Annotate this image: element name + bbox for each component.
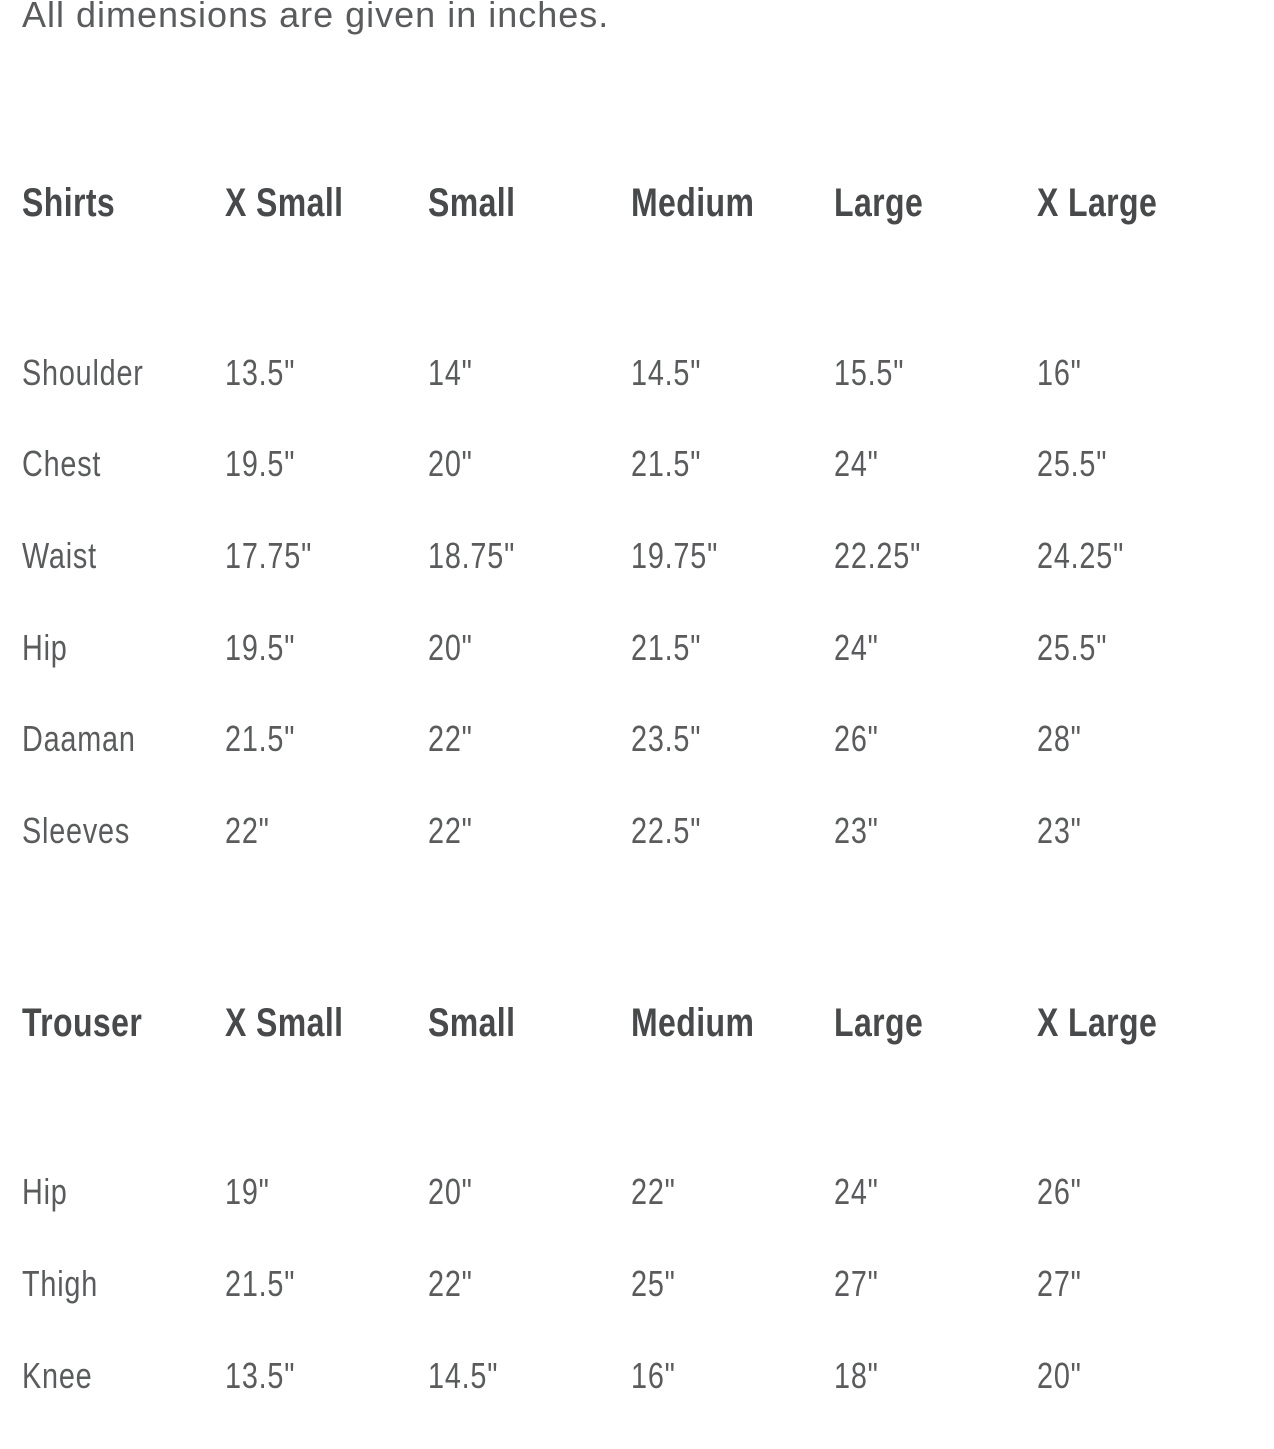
size-value: 26" (834, 718, 879, 760)
row-label: Daaman (22, 718, 136, 760)
size-value: 22" (225, 809, 270, 851)
size-value: 17.75" (225, 534, 313, 576)
size-value: 20" (428, 1171, 473, 1213)
row-label: Thigh (22, 1262, 99, 1304)
size-value: 25.5" (1037, 626, 1108, 668)
size-value: 22" (428, 809, 473, 851)
trouser-header-row: Trouser X Small Small Medium Large X Lar… (22, 1001, 1240, 1045)
size-value: 15.5" (834, 351, 905, 393)
table-row: Hip 19.5" 20" 21.5" 24" 25.5" (22, 602, 1240, 694)
size-value: 23.5" (631, 718, 702, 760)
size-value: 19.5" (225, 626, 296, 668)
size-value: 19.75" (631, 534, 719, 576)
table-row: Shoulder 13.5" 14" 14.5" 15.5" 16" (22, 327, 1240, 419)
row-label: Knee (22, 1354, 93, 1396)
table-row: Daaman 21.5" 22" 23.5" 26" 28" (22, 693, 1240, 785)
size-value: 26" (1037, 1171, 1082, 1213)
size-value: 16" (631, 1354, 676, 1396)
size-value: 13.5" (225, 351, 296, 393)
size-value: 23" (1037, 809, 1082, 851)
size-value: 27" (1037, 1262, 1082, 1304)
size-value: 19.5" (225, 443, 296, 485)
table-row: Thigh 21.5" 22" 25" 27" 27" (22, 1238, 1240, 1330)
table-row: Chest 19.5" 20" 21.5" 24" 25.5" (22, 419, 1240, 511)
table-row: Waist 17.75" 18.75" 19.75" 22.25" 24.25" (22, 510, 1240, 602)
size-value: 22.25" (834, 534, 922, 576)
size-value: 24.25" (1037, 534, 1125, 576)
size-value: 21.5" (631, 443, 702, 485)
row-label: Chest (22, 443, 102, 485)
row-label: Shoulder (22, 351, 144, 393)
column-header-medium: Medium (631, 181, 755, 225)
size-value: 20" (1037, 1354, 1082, 1396)
size-value: 22.5" (631, 809, 702, 851)
size-value: 22" (428, 1262, 473, 1304)
table-title: Shirts (22, 181, 116, 225)
size-value: 14.5" (631, 351, 702, 393)
size-value: 14" (428, 351, 473, 393)
size-value: 24" (834, 1171, 879, 1213)
size-value: 20" (428, 443, 473, 485)
size-value: 23" (834, 809, 879, 851)
size-value: 22" (428, 718, 473, 760)
row-label: Sleeves (22, 809, 131, 851)
size-value: 25.5" (1037, 443, 1108, 485)
size-value: 24" (834, 626, 879, 668)
column-header-x-large: X Large (1037, 1000, 1158, 1045)
dimensions-note: All dimensions are given in inches. (22, 0, 610, 35)
shirts-size-table: Shirts X Small Small Medium Large X Larg… (22, 181, 1240, 877)
column-header-small: Small (428, 1000, 516, 1045)
column-header-x-small: X Small (225, 1000, 344, 1045)
column-header-large: Large (834, 1000, 924, 1045)
size-value: 14.5" (428, 1354, 499, 1396)
column-header-x-small: X Small (225, 181, 344, 225)
table-row: Knee 13.5" 14.5" 16" 18" 20" (22, 1330, 1240, 1422)
trouser-size-table: Trouser X Small Small Medium Large X Lar… (22, 1001, 1240, 1422)
column-header-x-large: X Large (1037, 181, 1158, 225)
size-value: 20" (428, 626, 473, 668)
column-header-medium: Medium (631, 1000, 755, 1045)
size-value: 27" (834, 1262, 879, 1304)
size-value: 21.5" (225, 1262, 296, 1304)
row-label: Hip (22, 626, 68, 668)
table-row: Hip 19" 20" 22" 24" 26" (22, 1147, 1240, 1239)
size-value: 18.75" (428, 534, 516, 576)
size-value: 21.5" (631, 626, 702, 668)
size-value: 28" (1037, 718, 1082, 760)
size-value: 13.5" (225, 1354, 296, 1396)
row-label: Waist (22, 534, 97, 576)
table-row: Sleeves 22" 22" 22.5" 23" 23" (22, 785, 1240, 877)
size-value: 18" (834, 1354, 879, 1396)
size-value: 25" (631, 1262, 676, 1304)
column-header-large: Large (834, 181, 924, 225)
column-header-small: Small (428, 181, 516, 225)
shirts-header-row: Shirts X Small Small Medium Large X Larg… (22, 181, 1240, 225)
row-label: Hip (22, 1171, 68, 1213)
size-value: 24" (834, 443, 879, 485)
size-value: 19" (225, 1171, 270, 1213)
size-value: 22" (631, 1171, 676, 1213)
size-value: 16" (1037, 351, 1082, 393)
table-title: Trouser (22, 1000, 143, 1045)
size-value: 21.5" (225, 718, 296, 760)
